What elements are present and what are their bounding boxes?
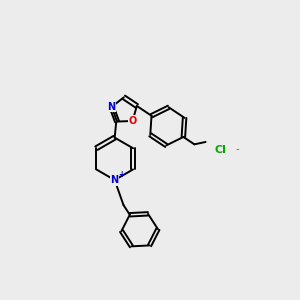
Text: +: + xyxy=(118,169,124,178)
Text: N: N xyxy=(108,102,116,112)
Text: N: N xyxy=(111,175,119,185)
Text: Cl: Cl xyxy=(215,145,227,155)
Text: -: - xyxy=(233,143,240,154)
Text: O: O xyxy=(128,116,137,126)
